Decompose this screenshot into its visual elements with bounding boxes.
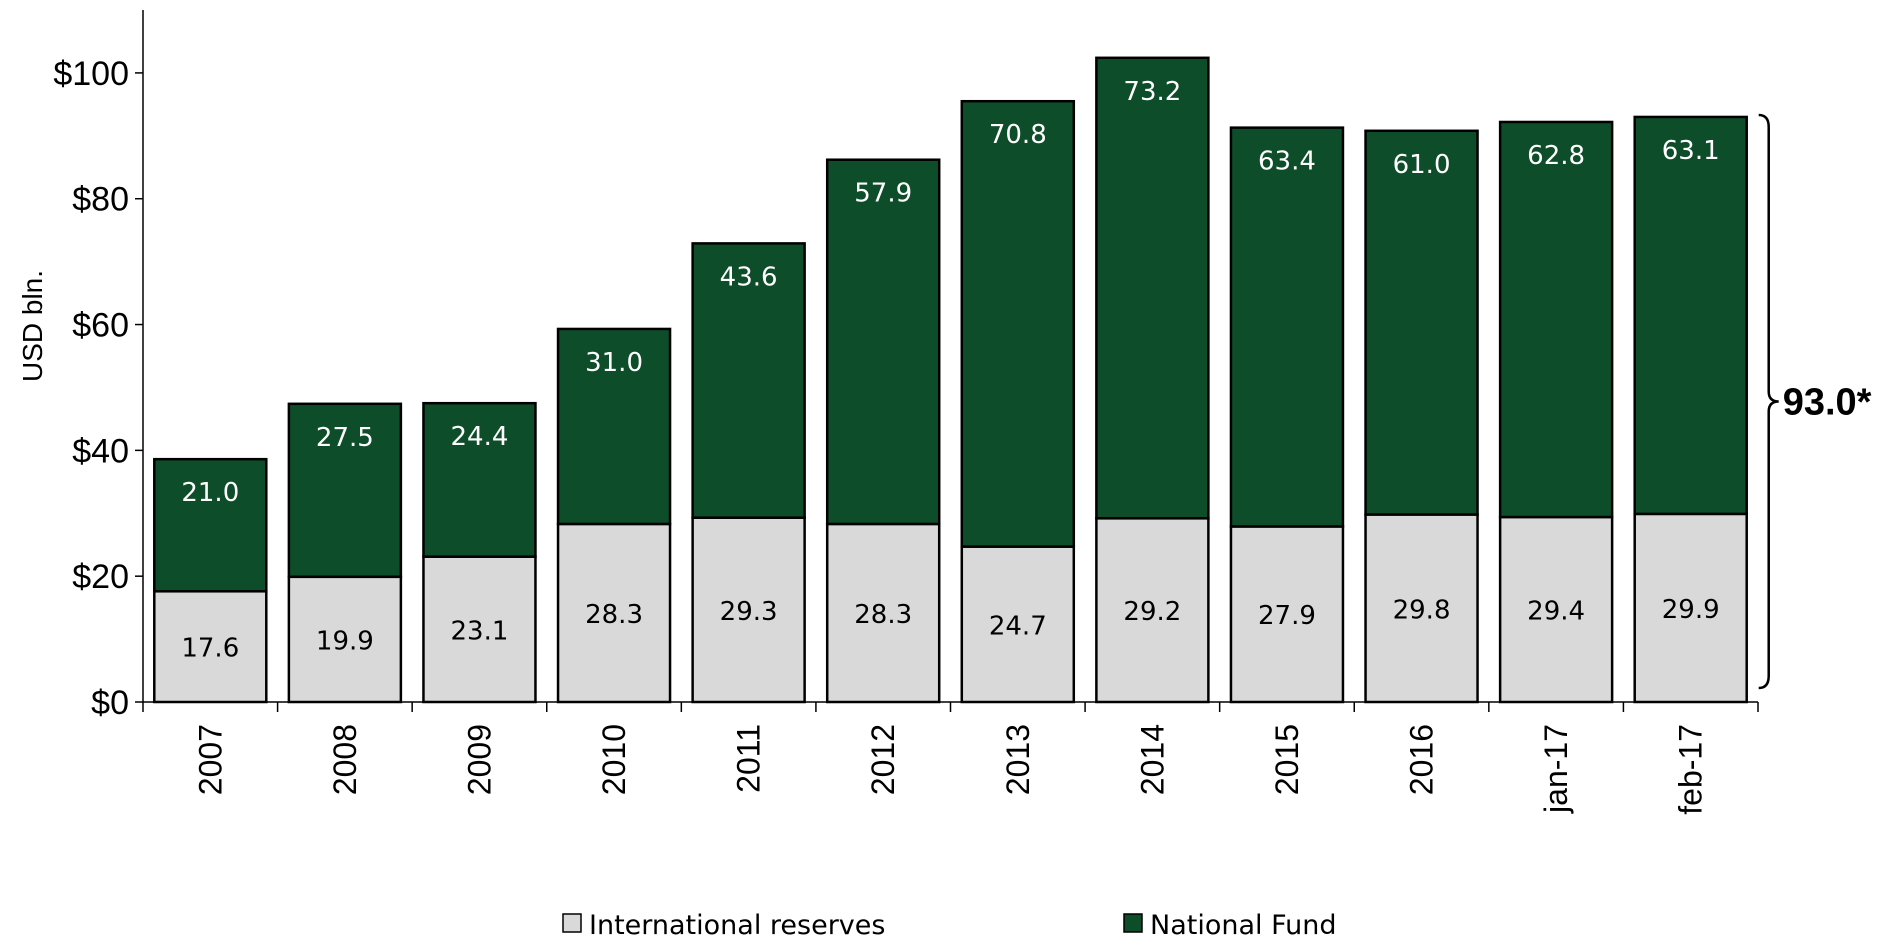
data-label-international-reserves: 29.8 [1393,595,1451,625]
data-label-international-reserves: 29.2 [1123,597,1181,627]
y-tick-label: $40 [72,432,129,470]
x-tick-label: 2009 [461,724,497,795]
x-tick-label: jan-17 [1538,724,1574,814]
bars [153,56,1748,704]
bar-national-fund [1229,126,1345,528]
bar-national-fund [691,242,806,519]
bar-international-reserves [1498,515,1614,704]
bar-international-reserves [153,590,268,704]
data-label-national-fund: 43.6 [720,262,778,292]
data-label-national-fund: 63.1 [1662,136,1720,166]
x-tick-label: 2008 [327,724,363,795]
data-labels: 17.6 21.0 19.9 27.5 23.1 24.4 28.3 31.0 29.3 43.6… [181,77,1719,664]
data-label-national-fund: 70.8 [989,120,1047,150]
data-label-national-fund: 73.2 [1123,77,1181,107]
data-label-national-fund: 63.4 [1258,147,1316,177]
bar-national-fund [1364,129,1479,516]
data-label-national-fund: 61.0 [1393,150,1451,180]
legend-label: International reserves [589,910,885,941]
data-label-international-reserves: 24.7 [989,611,1047,641]
bar-national-fund [422,401,537,558]
legend: International reserves National Fund [562,910,1337,941]
y-tick-label: $20 [72,558,129,596]
bar-international-reserves [1633,512,1748,704]
data-label-international-reserves: 28.3 [585,600,643,630]
bar-international-reserves [287,575,403,704]
bar-international-reserves [960,545,1076,704]
bar-international-reserves [825,522,941,704]
bar-international-reserves [691,516,806,704]
data-label-national-fund: 57.9 [854,179,912,209]
x-tick-label: 2012 [865,724,901,795]
bar-national-fund [1498,120,1614,519]
legend-item-international-reserves: International reserves [562,910,885,941]
data-label-national-fund: 62.8 [1527,141,1585,171]
data-label-international-reserves: 28.3 [854,600,912,630]
data-label-international-reserves: 29.3 [720,597,778,627]
data-label-national-fund: 24.4 [451,422,509,452]
bar-national-fund [1095,56,1210,520]
data-label-national-fund: 21.0 [181,478,239,508]
bar-national-fund [153,457,268,593]
data-label-international-reserves: 29.4 [1527,597,1585,627]
legend-label: National Fund [1150,910,1337,941]
x-tick-label: 2013 [1000,724,1036,795]
x-tick-label: 2014 [1134,724,1170,795]
y-tick-label: $60 [72,307,129,345]
bar-national-fund [287,402,403,579]
y-tick-label: $0 [91,684,129,722]
y-axis-title: USD bln. [17,270,48,382]
x-tick-label: 2010 [596,724,632,795]
total-annotation: 93.0* [1758,113,1872,690]
bar-international-reserves [556,522,672,704]
bar-national-fund [960,99,1076,548]
bar-national-fund [1633,115,1748,516]
legend-item-national-fund: National Fund [1123,910,1337,941]
x-tick-label: feb-17 [1673,724,1709,815]
bar-national-fund [825,158,941,526]
total-label: 93.0* [1783,381,1872,423]
x-tick-label: 2016 [1404,724,1440,795]
y-tick-label: $80 [72,181,129,219]
data-label-international-reserves: 27.9 [1258,601,1316,631]
data-label-international-reserves: 23.1 [451,616,509,646]
legend-swatch [562,913,582,933]
x-tick-label: 2015 [1269,724,1305,795]
data-label-national-fund: 27.5 [316,423,374,453]
x-tick-label: 2011 [731,724,767,793]
data-label-national-fund: 31.0 [585,348,643,378]
bar-international-reserves [1229,525,1345,704]
data-label-international-reserves: 19.9 [316,626,374,656]
axes: $0 $20 $40 $60 $80 $100 USD bln. 2007 2008 2009 20… [17,10,1759,815]
legend-swatch [1123,913,1143,933]
data-label-international-reserves: 17.6 [181,634,239,664]
data-label-international-reserves: 29.9 [1662,595,1720,625]
total-brace [1758,113,1779,690]
x-tick-label: 2007 [192,724,228,795]
bar-international-reserves [422,555,537,704]
bar-national-fund [556,327,672,526]
y-tick-label: $100 [53,55,129,93]
